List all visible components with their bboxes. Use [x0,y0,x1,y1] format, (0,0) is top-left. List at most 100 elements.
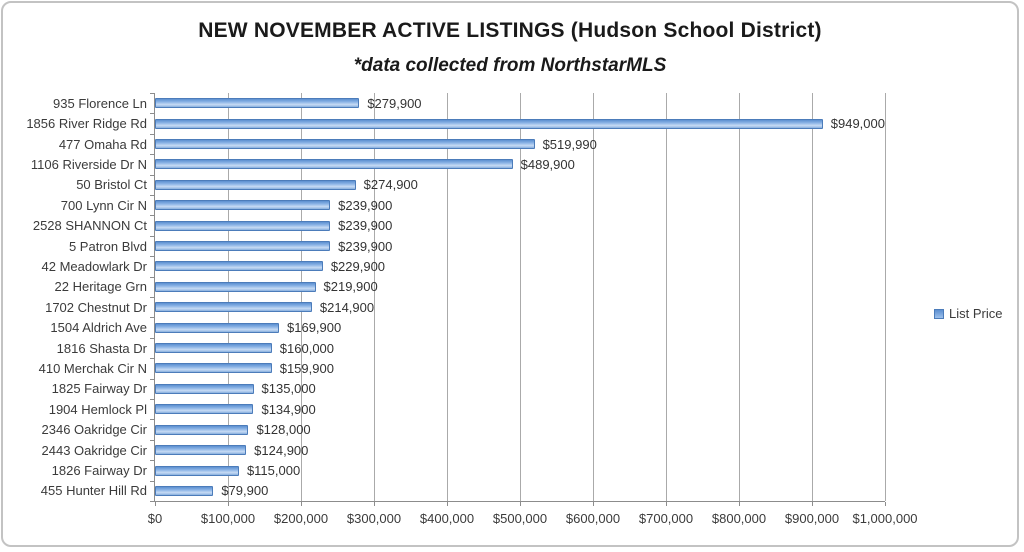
list-price-bar [155,363,272,374]
bar-value-label: $134,900 [261,401,316,417]
legend-swatch-icon [934,308,944,319]
bar-value-label: $239,900 [338,218,393,234]
y-axis-tick [150,501,154,502]
plot-area: 935 Florence Ln $279,900 1856 River Ridge … [26,93,918,526]
y-axis-tick [150,358,154,360]
y-axis-tick [150,439,154,441]
x-axis-tick-label: $200,000 [273,511,329,526]
category-label: 2443 Oakridge Cir [41,442,148,458]
x-axis-tick-label: $500,000 [492,511,548,526]
bar-value-label: $124,900 [254,442,309,458]
bar-rows: 935 Florence Ln $279,900 1856 River Ridge … [26,93,885,501]
x-axis-tick [520,502,521,506]
list-price-bar [155,322,280,333]
list-price-bar [155,179,356,190]
x-axis-tick [593,502,594,506]
gridline [593,93,594,501]
category-label: 1856 River Ridge Rd [26,116,147,132]
x-axis-tick [812,502,813,506]
bar-row: 700 Lynn Cir N $239,900 [61,195,885,215]
list-price-bar [155,98,360,109]
y-axis-tick [150,215,154,217]
category-label: 1826 Fairway Dr [51,463,147,479]
bar-row: 1106 Riverside Dr N $489,900 [31,154,885,174]
gridline [374,93,375,501]
y-axis-tick [150,154,154,156]
y-axis-tick [150,399,154,400]
list-price-bar [155,485,214,496]
bar-value-label: $214,900 [319,299,375,315]
bar-row: 455 Hunter Hill Rd $79,900 [41,481,885,501]
category-label: 410 Merchak Cir N [38,360,147,376]
gridline [885,93,886,501]
x-axis-tick [885,502,886,506]
list-price-bar [155,118,823,129]
category-label: 50 Bristol Ct [76,177,147,193]
y-axis-tick [150,378,154,380]
chart-subtitle: *data collected from NorthstarMLS [353,55,667,76]
x-axis-tick [739,502,740,506]
y-axis-tick [150,93,154,94]
list-price-bar [155,302,312,313]
list-price-bar [155,220,331,231]
y-axis-tick [150,113,154,115]
bar-value-label: $239,900 [338,197,393,213]
gridline [739,93,740,501]
category-label: 22 Heritage Grn [54,279,148,295]
category-label: 1816 Shasta Dr [56,340,147,356]
y-axis-tick [150,460,154,462]
list-price-bar [155,343,272,354]
bar-row: 1816 Shasta Dr $160,000 [57,338,885,358]
bar-row: 477 Omaha Rd $519,990 [59,134,885,154]
y-axis-tick [150,317,154,319]
category-label: 1825 Fairway Dr [51,381,147,397]
legend: List Price [934,306,1002,321]
gridline [520,93,521,501]
bar-value-label: $169,900 [287,320,342,336]
bar-row: 935 Florence Ln $279,900 [53,93,885,113]
bar-value-label: $279,900 [367,95,422,111]
x-axis-tick [374,502,375,506]
y-axis-tick [150,276,154,278]
list-price-bar [155,281,316,292]
y-axis-tick [150,419,154,421]
bar-row: 50 Bristol Ct $274,900 [76,175,885,195]
bar-row: 1856 River Ridge Rd $949,000 [26,113,885,133]
bar-value-label: $115,000 [246,463,301,479]
list-price-bar [155,139,535,150]
x-axis-tick [447,502,448,506]
gridline [301,93,302,501]
bar-row: 1904 Hemlock Pl $134,900 [49,399,885,419]
list-price-bar [155,241,331,252]
category-label: 42 Meadowlark Dr [41,258,148,274]
gridline [447,93,448,501]
category-label: 5 Patron Blvd [68,238,147,254]
list-price-bar [155,383,254,394]
x-axis-tick-label: $1,000,000 [852,511,918,526]
bar-value-label: $949,000 [830,116,885,132]
category-label: 1904 Hemlock Pl [48,401,147,417]
list-price-bar [155,465,239,476]
bar-value-label: $229,900 [330,258,386,274]
list-price-bar [155,200,331,211]
y-axis-tick [150,195,154,196]
x-axis-tick-label: $0 [147,511,163,526]
y-axis-tick [150,174,154,176]
x-axis-tick-label: $100,000 [200,511,256,526]
bar-row: 2443 Oakridge Cir $124,900 [42,440,885,460]
bar-row: 5 Patron Blvd $239,900 [69,236,885,256]
list-price-bar [155,159,513,170]
list-price-bar [155,404,254,415]
x-axis-tick-label: $400,000 [419,511,475,526]
list-price-bar [155,261,323,272]
bar-row: 22 Heritage Grn $219,900 [55,277,885,297]
bar-value-label: $219,900 [323,279,378,295]
y-axis-tick [150,337,154,339]
bar-value-label: $159,900 [279,360,334,376]
category-label: 2528 SHANNON Ct [32,218,147,234]
gridline [666,93,667,501]
category-label: 477 Omaha Rd [58,136,147,152]
y-axis-tick [150,256,154,258]
category-label: 2346 Oakridge Cir [41,422,148,438]
